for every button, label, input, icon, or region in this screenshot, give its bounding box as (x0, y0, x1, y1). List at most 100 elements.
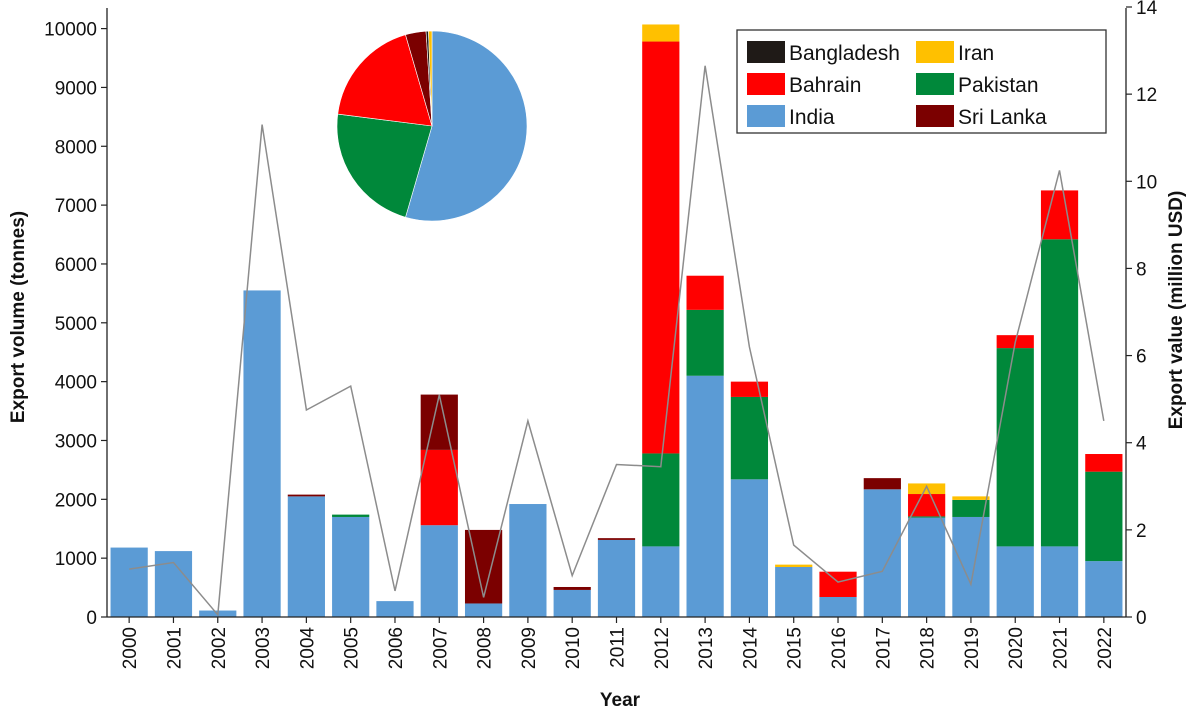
bar-2019-pakistan (952, 499, 990, 517)
x-tick-label: 2016 (829, 627, 850, 669)
pie-slice-pakistan (336, 113, 433, 218)
bar-2004-sri-lanka (287, 494, 325, 497)
y2-tick-label: 8 (1136, 259, 1147, 280)
export-value-line (129, 65, 1105, 617)
x-tick-label: 2013 (696, 627, 717, 669)
bar-2022-india (1085, 561, 1123, 617)
y2-tick-label: 2 (1136, 521, 1147, 542)
legend-label-pakistan: Pakistan (958, 74, 1039, 97)
y2-tick-label: 4 (1136, 434, 1147, 455)
bar-2014-pakistan (730, 396, 769, 480)
x-tick-label: 2006 (386, 627, 407, 669)
x-tick-label: 2001 (165, 627, 186, 669)
bar-2020-india (996, 546, 1034, 617)
bar-2018-pakistan (908, 516, 946, 518)
bar-2006-india (376, 601, 414, 617)
legend: Bangladesh Iran Bahrain Pakistan India Sri La… (736, 29, 1107, 134)
bar-2019-iran (952, 496, 990, 500)
bar-2013-pakistan (686, 309, 724, 376)
x-tick-label: 2017 (873, 627, 894, 669)
bar-2022-pakistan (1085, 471, 1123, 562)
bar-2008-india (464, 603, 503, 617)
pie-slice-iran (428, 30, 433, 127)
x-tick-label: 2021 (1051, 627, 1072, 669)
x-tick-label: 2007 (430, 627, 451, 669)
bar-2013-bahrain (686, 275, 724, 310)
y-tick-label: 8000 (55, 137, 97, 158)
bars-layer (110, 24, 1123, 617)
bar-2000-india (110, 547, 148, 617)
x-tick-label: 2010 (563, 627, 584, 669)
bar-2017-india (863, 489, 901, 617)
y-tick-label: 9000 (55, 78, 97, 99)
bar-2012-iran (642, 24, 680, 42)
x-tick-label: 2003 (253, 627, 274, 669)
bar-2007-india (420, 525, 458, 617)
y-tick-label: 5000 (55, 314, 97, 335)
y-tick-label: 10000 (44, 20, 97, 41)
x-tick-label: 2002 (209, 627, 230, 669)
pie-slice-bahrain (337, 34, 433, 127)
x-tick-label: 2022 (1095, 627, 1116, 669)
y-tick-label: 2000 (55, 490, 97, 511)
bar-2013-india (686, 375, 724, 617)
legend-label-bangladesh: Bangladesh (789, 42, 900, 65)
y-tick-label: 7000 (55, 196, 97, 217)
bar-2021-pakistan (1040, 239, 1079, 547)
bar-2009-india (509, 504, 547, 617)
x-tick-label: 2000 (120, 627, 141, 669)
axes-layer: 0 1000 2000 3000 4000 5000 6000 7000 8000 9000 100… (44, 0, 1157, 669)
pie-slice-india (405, 30, 528, 222)
y2-tick-label: 12 (1136, 85, 1157, 106)
bar-2004-india (287, 496, 325, 617)
y2-tick-label: 14 (1136, 0, 1158, 19)
bar-2012-india (642, 546, 680, 617)
bar-2003-india (243, 290, 281, 617)
x-tick-label: 2008 (475, 627, 496, 669)
bar-2016-india (819, 596, 857, 617)
legend-swatch-iran (916, 41, 954, 63)
y-tick-label: 6000 (55, 255, 97, 276)
x-axis-title: Year (600, 690, 641, 711)
x-tick-label: 2019 (962, 627, 983, 669)
bar-2016-bahrain (819, 571, 857, 597)
legend-swatch-bangladesh (747, 41, 785, 63)
y-tick-label: 1000 (55, 549, 97, 570)
bar-2021-india (1040, 546, 1079, 617)
bar-2018-india (908, 517, 946, 617)
x-tick-label: 2005 (342, 627, 363, 669)
bar-2007-sri-lanka (420, 394, 458, 450)
y-tick-label: 4000 (55, 373, 97, 394)
legend-swatch-sri-lanka (916, 105, 954, 127)
bar-2010-india (553, 589, 591, 617)
bar-2010-sri-lanka (553, 586, 591, 590)
bar-2018-iran (908, 483, 946, 495)
bar-2019-india (952, 516, 990, 617)
x-tick-label: 2018 (918, 627, 939, 669)
x-tick-label: 2014 (740, 627, 761, 670)
legend-swatch-india (747, 105, 785, 127)
pie-chart (336, 30, 528, 222)
y-tick-label: 3000 (55, 431, 97, 452)
bar-2012-pakistan (642, 453, 680, 547)
bar-2005-pakistan (332, 514, 370, 517)
x-tick-label: 2011 (608, 627, 629, 668)
bar-2011-india (597, 539, 636, 617)
legend-label-bahrain: Bahrain (789, 74, 861, 97)
bar-2011-sri-lanka (597, 538, 636, 540)
bar-2012-bahrain (642, 41, 680, 454)
x-tick-label: 2020 (1006, 627, 1027, 669)
y-axis-title: Export volume (tonnes) (8, 211, 29, 423)
x-tick-label: 2009 (519, 627, 540, 669)
legend-label-india: India (789, 106, 835, 129)
y2-tick-label: 6 (1136, 347, 1147, 368)
legend-label-sri-lanka: Sri Lanka (958, 106, 1047, 129)
legend-swatch-bahrain (747, 73, 785, 95)
bar-2001-india (154, 551, 193, 617)
y-tick-label: 0 (86, 608, 97, 629)
y2-axis-title: Export value (million USD) (1166, 191, 1187, 430)
bar-2007-bahrain (420, 449, 458, 526)
bar-2015-india (775, 566, 813, 617)
x-tick-label: 2004 (297, 627, 318, 670)
